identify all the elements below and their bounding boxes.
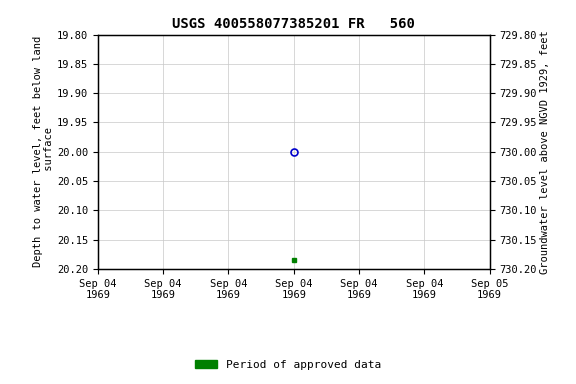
- Title: USGS 400558077385201 FR   560: USGS 400558077385201 FR 560: [172, 17, 415, 31]
- Y-axis label: Depth to water level, feet below land
 surface: Depth to water level, feet below land su…: [33, 36, 54, 267]
- Legend: Period of approved data: Period of approved data: [191, 356, 385, 375]
- Y-axis label: Groundwater level above NGVD 1929, feet: Groundwater level above NGVD 1929, feet: [540, 30, 550, 273]
